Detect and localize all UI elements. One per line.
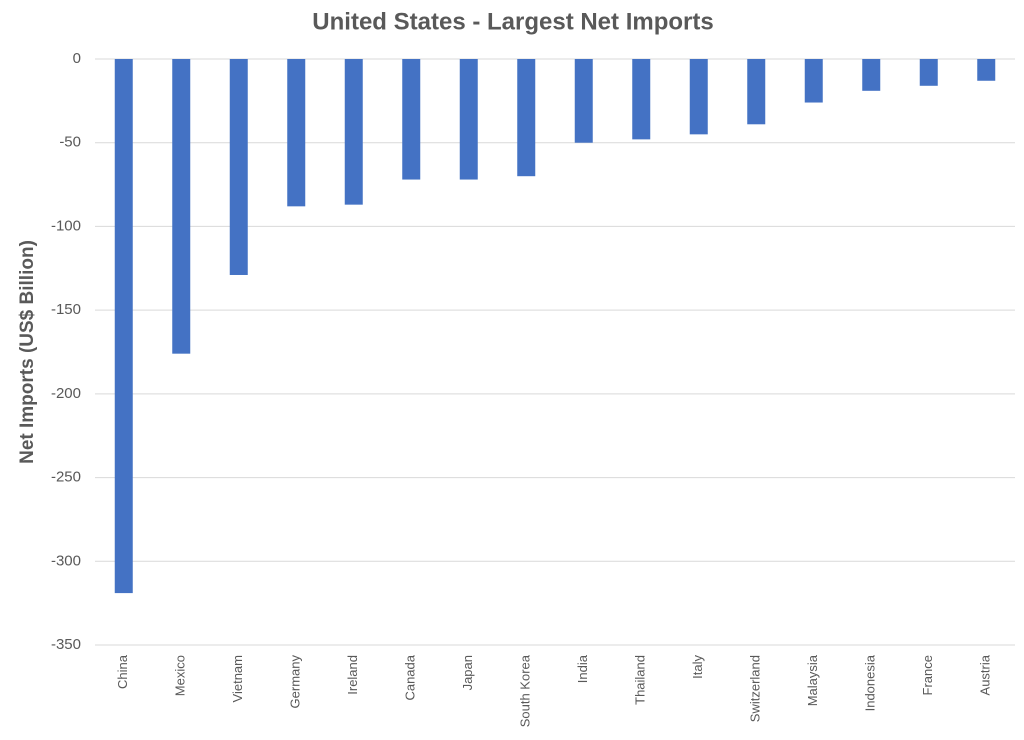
y-tick-label: -350 [51,636,81,653]
y-tick-label: -150 [51,301,81,318]
bar [114,59,133,594]
bar [517,59,536,177]
bar [344,59,363,205]
x-tick-label: Switzerland [748,655,763,722]
x-tick-label: China [115,654,130,689]
bar [172,59,191,354]
bar [229,59,248,275]
x-tick-label: Germany [288,655,303,709]
x-tick-label: Indonesia [863,654,878,711]
x-tick-label: India [575,654,590,683]
y-tick-label: -300 [51,552,81,569]
bar [804,59,823,103]
y-tick-label: -200 [51,385,81,402]
chart-title: United States - Largest Net Imports [312,8,713,35]
bar [689,59,708,135]
x-tick-label: Mexico [173,655,188,696]
x-tick-label: Vietnam [230,655,245,702]
bar [632,59,651,140]
bar [919,59,938,86]
bar [402,59,421,180]
y-axis-label: Net Imports (US$ Billion) [17,240,38,464]
x-tick-label: Japan [460,655,475,690]
x-tick-label: Canada [403,654,418,700]
y-tick-label: -100 [51,217,81,234]
x-tick-label: Austria [978,654,993,695]
x-tick-label: South Korea [518,654,533,727]
y-tick-label: -250 [51,469,81,486]
x-tick-label: France [920,655,935,695]
x-tick-label: Ireland [345,655,360,695]
bar [977,59,996,81]
x-tick-label: Malaysia [805,654,820,706]
bar [574,59,593,143]
x-tick-label: Thailand [633,655,648,705]
bar [287,59,306,207]
y-tick-label: -50 [59,134,81,151]
bar [459,59,478,180]
x-tick-label: Italy [690,655,705,679]
bar [747,59,766,125]
y-tick-label: 0 [73,50,81,67]
bar [862,59,881,91]
